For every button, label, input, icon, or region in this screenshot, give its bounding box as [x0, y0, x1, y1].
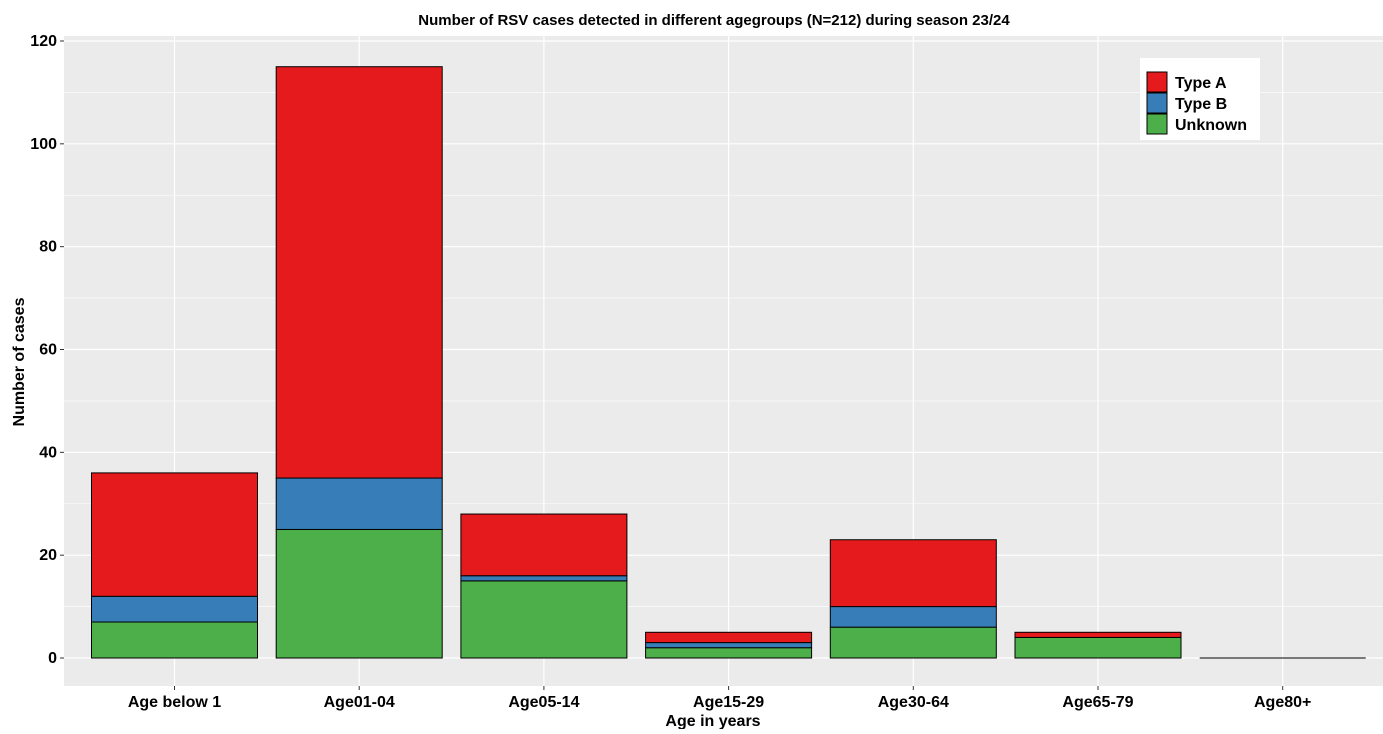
x-tick-label: Age below 1	[128, 694, 221, 711]
legend-label: Type B	[1175, 96, 1227, 113]
x-tick-label: Age01-04	[324, 694, 395, 711]
bar-unknown	[829, 626, 997, 659]
legend-label: Type A	[1175, 75, 1227, 92]
bar-type-a	[275, 66, 443, 479]
legend-key	[1146, 92, 1168, 114]
bar-unknown	[1014, 636, 1182, 659]
bar-unknown	[91, 621, 258, 659]
bar-type-a	[829, 539, 997, 608]
bar-type-a	[460, 513, 628, 577]
legend-label: Unknown	[1175, 117, 1247, 134]
y-tick-label: 60	[39, 342, 57, 359]
bar-type-b	[645, 642, 813, 649]
y-tick-label: 100	[30, 136, 57, 153]
bar-unknown	[275, 528, 443, 659]
x-axis-title: Age in years	[665, 713, 760, 729]
bar-type-b	[91, 595, 258, 623]
bars	[91, 66, 1366, 659]
legend: Type A Type B Unknown	[1140, 58, 1260, 140]
y-tick-label: 0	[48, 650, 57, 667]
x-tick-label: Age65-79	[1062, 694, 1133, 711]
x-tick-label: Age15-29	[693, 694, 764, 711]
y-tick-label: 20	[39, 547, 57, 564]
x-tick-label: Age05-14	[508, 694, 579, 711]
chart-title: Number of RSV cases detected in differen…	[418, 12, 1010, 29]
x-axis: Age below 1 Age01-04 Age05-14 Age15-29 Age30…	[128, 686, 1311, 711]
x-tick-label: Age80+	[1254, 694, 1311, 711]
x-tick-label: Age30-64	[878, 694, 949, 711]
legend-key	[1146, 71, 1168, 93]
bar-type-b	[829, 606, 997, 628]
bar-unknown	[645, 647, 813, 659]
y-tick-label: 120	[30, 33, 57, 50]
y-axis-title: Number of cases	[11, 297, 28, 426]
legend-key	[1146, 113, 1168, 135]
y-tick-label: 80	[39, 239, 57, 256]
bar-type-b	[460, 575, 628, 582]
bar-type-a	[91, 472, 258, 597]
bar-type-b	[275, 477, 443, 530]
y-axis: 0 20 40 60 80 100 120	[30, 33, 64, 667]
bar-unknown	[460, 580, 628, 659]
bar-type-a	[1014, 631, 1182, 638]
y-tick-label: 40	[39, 444, 57, 461]
bar-type-a	[645, 631, 813, 644]
